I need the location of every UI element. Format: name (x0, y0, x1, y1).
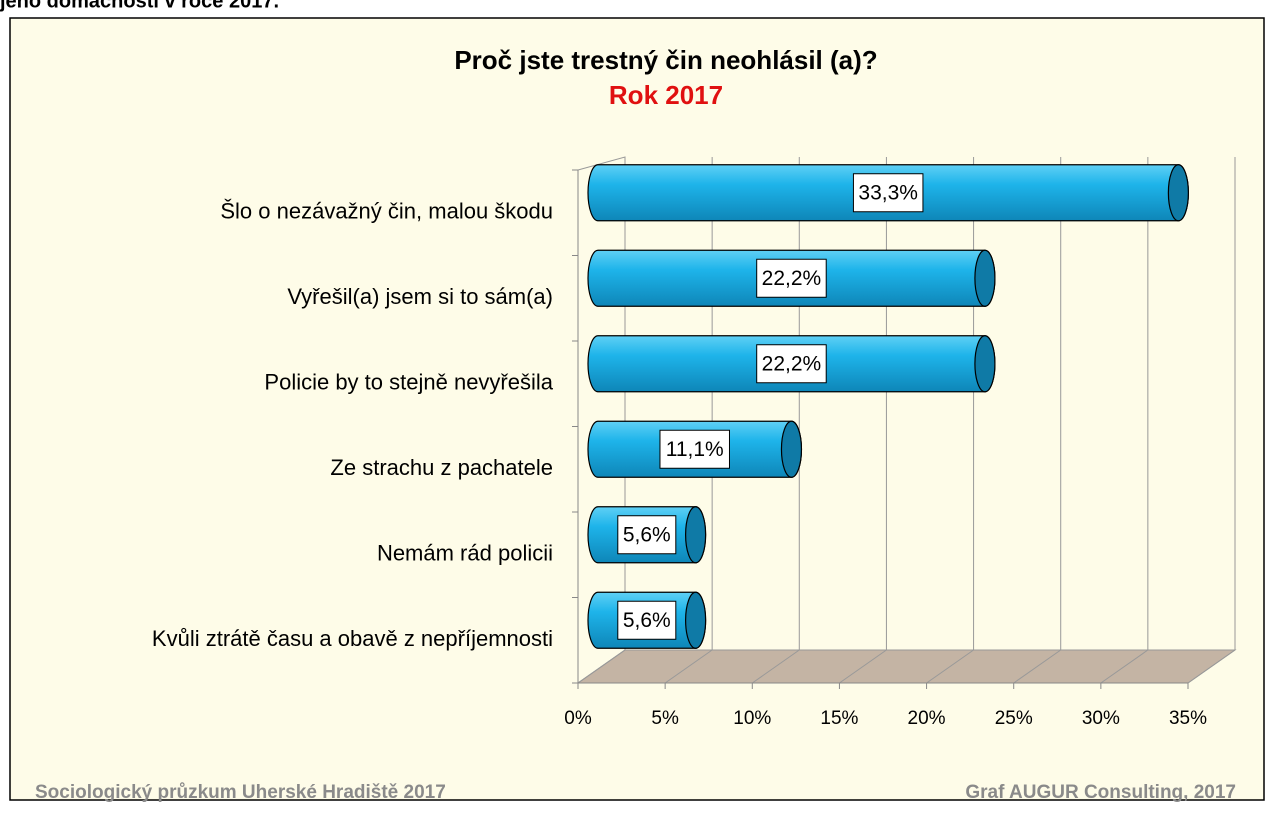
value-label: 5,6% (623, 523, 671, 546)
value-label: 22,2% (762, 267, 822, 290)
floor-grid-line (1100, 649, 1149, 684)
x-tick-label: 20% (908, 708, 946, 729)
floor-grid-line (839, 649, 887, 684)
value-label-box (617, 600, 677, 640)
x-tick-label: 5% (651, 708, 679, 729)
bar-cap (974, 249, 996, 307)
caption: jeho domácnosti v roce 2017. (0, 0, 279, 12)
chart-title: Proč jste trestný čin neohlásil (a)? (454, 45, 877, 75)
value-label-box (756, 344, 827, 384)
value-label-box (852, 173, 924, 213)
floor-grid-line (664, 649, 713, 684)
floor-grid-line (751, 649, 800, 684)
value-label-box (617, 515, 677, 555)
value-label: 33,3% (858, 181, 918, 204)
chart-subtitle: Rok 2017 (609, 80, 723, 110)
floor-grid-line (1187, 649, 1236, 684)
value-label-box (756, 258, 827, 298)
value-label: 22,2% (762, 352, 822, 375)
x-tick-label: 30% (1082, 708, 1120, 729)
x-tick-label: 25% (995, 708, 1033, 729)
x-tick-label: 0% (564, 708, 592, 729)
footer-right: Graf AUGUR Consulting, 2017 (965, 782, 1236, 803)
value-label: 11,1% (666, 438, 724, 461)
bar-cap (780, 420, 803, 478)
y-tick-label: Kvůli ztrátě času a obavě z nepříjemnost… (152, 626, 553, 651)
y-tick-label: Nemám rád policii (377, 541, 553, 566)
bar-cap (684, 506, 707, 564)
footer-left: Sociologický průzkum Uherské Hradiště 20… (35, 782, 446, 803)
y-tick-label: Vyřešil(a) jsem si to sám(a) (287, 284, 553, 309)
floor-grid-line (1013, 649, 1062, 684)
bar-cap (1167, 164, 1189, 222)
y-tick-label: Policie by to stejně nevyřešila (264, 370, 553, 395)
y-tick-label: Ze strachu z pachatele (330, 455, 553, 480)
x-tick-label: 10% (733, 708, 771, 729)
value-label: 5,6% (623, 609, 671, 632)
y-tick-label: Šlo o nezávažný čin, malou škodu (220, 199, 553, 224)
bar-cap (974, 335, 996, 393)
floor-grid-line (926, 649, 974, 684)
floor-grid-line (577, 649, 626, 684)
x-tick-label: 15% (820, 708, 858, 729)
value-label-box (659, 429, 730, 469)
floor (576, 649, 1237, 684)
x-tick-label: 35% (1169, 708, 1207, 729)
bar-cap (684, 591, 707, 649)
